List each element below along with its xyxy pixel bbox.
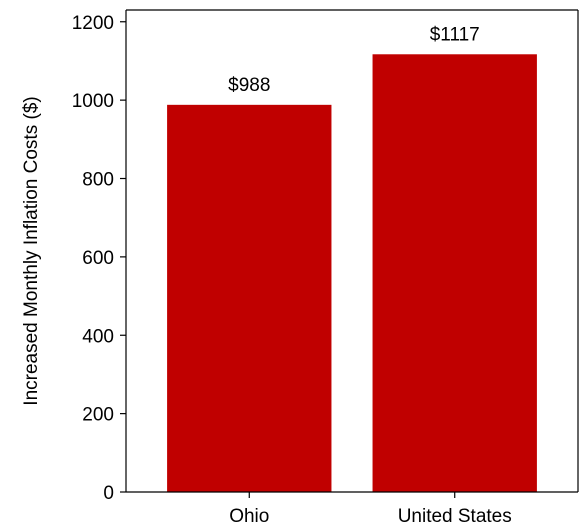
data-label-united-states: $1117: [430, 24, 480, 45]
bars-group: [167, 54, 537, 492]
y-tick-label-1000: 1000: [72, 91, 114, 112]
y-tick-label-200: 200: [82, 405, 114, 426]
x-tick-label-united-states: United States: [398, 506, 512, 527]
y-tick-label-800: 800: [82, 170, 114, 191]
y-axis-ticks: 0 200 400 600 800 1000 1200: [72, 13, 126, 504]
x-axis-ticks: Ohio United States: [229, 492, 512, 527]
y-axis-label: Increased Monthly Inflation Costs ($): [21, 96, 42, 405]
data-labels-group: $988 $1117: [228, 24, 480, 96]
data-label-ohio: $988: [228, 75, 270, 96]
y-tick-label-0: 0: [103, 483, 114, 504]
y-tick-label-400: 400: [82, 326, 114, 347]
y-tick-label-1200: 1200: [72, 13, 114, 34]
bar-united-states: [372, 54, 537, 492]
y-tick-label-600: 600: [82, 248, 114, 269]
x-tick-label-ohio: Ohio: [229, 506, 269, 527]
bar-ohio: [167, 104, 332, 492]
